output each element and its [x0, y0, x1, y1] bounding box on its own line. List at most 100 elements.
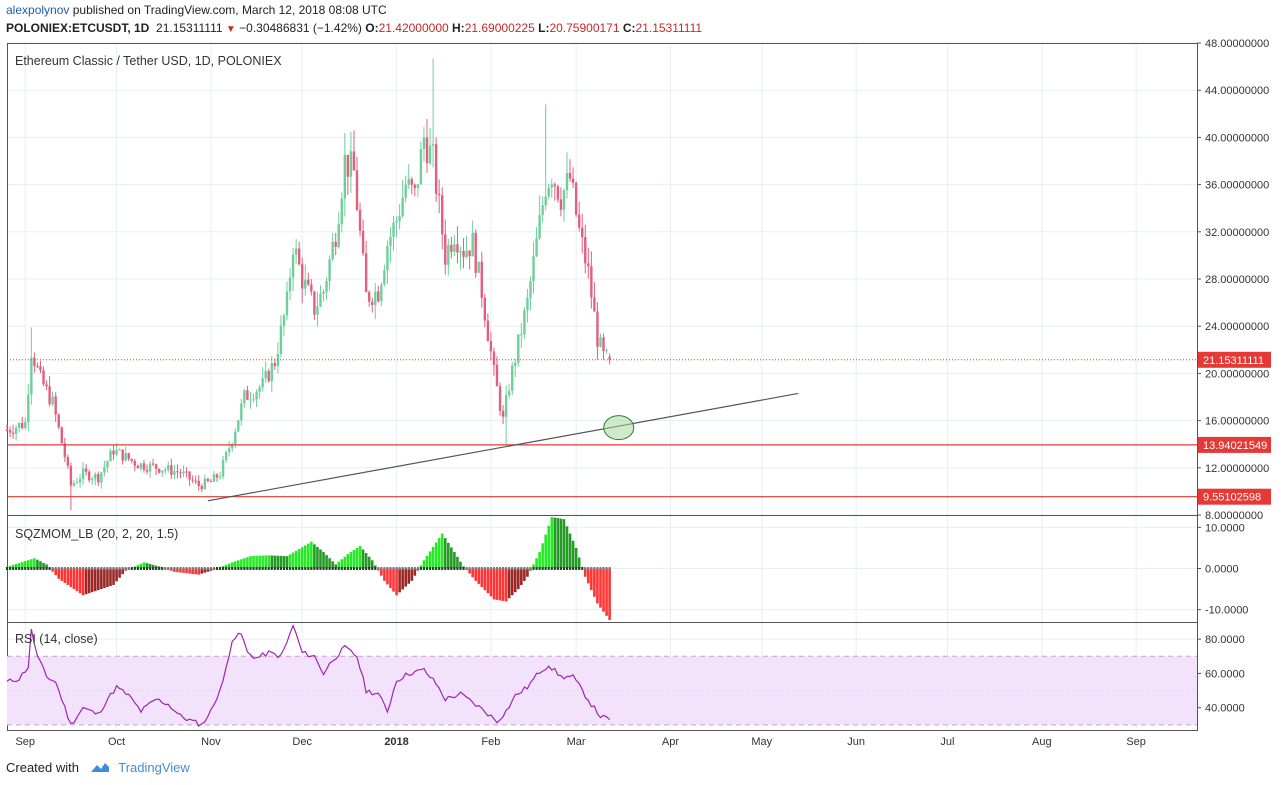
momentum-bar [538, 552, 541, 569]
squeeze-dot [377, 567, 380, 570]
momentum-bar [264, 555, 267, 569]
squeeze-dot [127, 567, 130, 570]
open-label: O: [365, 21, 379, 35]
squeeze-dot [212, 567, 215, 570]
candle-body [154, 464, 158, 469]
candle-body [246, 390, 249, 400]
momentum-bar [11, 564, 15, 569]
candle-body [328, 259, 331, 282]
momentum-bar [535, 558, 538, 569]
squeeze-dot [447, 567, 450, 570]
squeeze-dot [42, 567, 45, 570]
squeeze-dot [282, 567, 285, 570]
momentum-bar [425, 555, 429, 569]
momentum-bar [340, 559, 344, 569]
squeeze-dot [106, 567, 109, 570]
candle-body [48, 386, 51, 405]
squeeze-dot [118, 567, 121, 570]
candle-body [401, 197, 404, 217]
published-text: published on TradingView.com, March 12, … [72, 3, 387, 17]
squeeze-dot [63, 567, 66, 570]
momentum-bar [78, 568, 82, 594]
momentum-bar [203, 568, 207, 573]
momentum-bar [453, 552, 456, 569]
author-link[interactable]: alexpolynov [6, 3, 70, 17]
squeeze-dot [346, 567, 349, 570]
squeeze-dot [410, 567, 413, 570]
momentum-bar [437, 537, 441, 569]
candle-body [477, 261, 480, 273]
squeeze-dot [194, 567, 197, 570]
candle-body [91, 478, 94, 481]
squeeze-dot [209, 567, 212, 570]
squeeze-dot [203, 567, 206, 570]
candle-body [151, 463, 155, 465]
tradingview-link[interactable]: TradingView [118, 760, 190, 775]
symbol-info-line: POLONIEX:ETCUSDT, 1D 21.15311111 ▼ −0.30… [6, 21, 702, 35]
candle-body [565, 173, 569, 191]
price-tick-label: 24.00000000 [1205, 321, 1269, 333]
squeeze-dot [109, 567, 112, 570]
momentum-bar [249, 556, 252, 569]
squeeze-dot [349, 567, 352, 570]
squeeze-dot [48, 567, 51, 570]
squeeze-dot [505, 567, 508, 570]
momentum-bar [504, 568, 508, 602]
candle-body [179, 472, 182, 474]
momentum-bar [593, 568, 596, 597]
ellipse-marker[interactable] [603, 415, 635, 441]
squeeze-dot [407, 567, 410, 570]
candle-body [24, 422, 27, 429]
candle-body [532, 256, 535, 282]
level-price-tag [1198, 436, 1271, 453]
squeeze-dot [72, 567, 75, 570]
candle-body [60, 427, 63, 444]
momentum-bar [590, 568, 593, 591]
momentum-bar [565, 526, 569, 569]
momentum-bar [255, 555, 258, 569]
candle-body [389, 236, 392, 247]
momentum-bar [176, 568, 179, 573]
candle-body [14, 427, 18, 434]
momentum-bar [103, 568, 106, 589]
candle-body [437, 193, 441, 196]
squeeze-dot [191, 567, 194, 570]
momentum-bar [276, 555, 280, 569]
candle-body [325, 281, 328, 292]
squeeze-dot [352, 567, 355, 570]
squeeze-dot [511, 567, 514, 570]
momentum-bar [313, 544, 316, 569]
momentum-bar [179, 568, 182, 573]
squeeze-dot [362, 567, 365, 570]
candle-body [568, 173, 572, 179]
candle-body [8, 430, 12, 433]
squeeze-dot [197, 567, 200, 570]
candle-body [157, 468, 161, 473]
momentum-bar [252, 556, 255, 569]
squeeze-dot [295, 567, 298, 570]
squeeze-dot [310, 567, 313, 570]
trendline[interactable] [207, 392, 799, 502]
candle-body [587, 263, 590, 267]
candle-body [145, 469, 149, 472]
squeeze-dot [465, 567, 468, 570]
footer: Created with TradingView [6, 760, 190, 776]
squeeze-dot [602, 567, 605, 570]
x-tick-label: Sep [1126, 736, 1146, 748]
momentum-bar [334, 564, 337, 569]
candle-body [63, 443, 67, 458]
momentum-bar [370, 560, 374, 569]
support-levels[interactable]: 13.94021549 9.55102598 21.15311111 [7, 351, 1271, 505]
squeeze-dot [514, 567, 517, 570]
candle-body [100, 472, 103, 483]
grid-lines [7, 42, 1197, 730]
candle-body [593, 297, 596, 312]
squeeze-dot [468, 567, 471, 570]
candle-body [392, 222, 395, 237]
momentum-pane-title: SQZMOM_LB (20, 2, 20, 1.5) [15, 527, 178, 541]
squeeze-dot [538, 567, 541, 570]
momentum-bar [288, 554, 292, 569]
momentum-bar [121, 568, 124, 575]
momentum-bar [331, 561, 334, 569]
